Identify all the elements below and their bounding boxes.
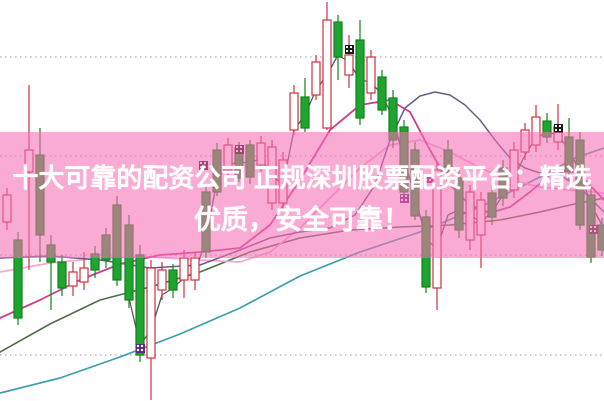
event-marker-dot bbox=[240, 146, 242, 148]
candle-body-up bbox=[366, 56, 376, 94]
candle-body-up bbox=[256, 142, 266, 166]
candle-body-down bbox=[564, 136, 574, 173]
event-marker-dot bbox=[590, 230, 592, 232]
candle-body-down bbox=[168, 269, 178, 291]
event-marker-dot bbox=[204, 166, 206, 168]
event-marker-dot bbox=[200, 162, 202, 164]
event-marker-dot bbox=[405, 199, 407, 201]
candle-body-down bbox=[454, 177, 464, 231]
candle-body-up bbox=[267, 146, 277, 204]
candle-body-up bbox=[322, 19, 332, 129]
candle-body-up bbox=[432, 169, 442, 289]
candle-body-down bbox=[46, 244, 56, 263]
candle-body-up bbox=[2, 194, 12, 223]
event-marker-dot bbox=[405, 195, 407, 197]
candle-body-down bbox=[101, 234, 111, 261]
candle-body-down bbox=[212, 149, 222, 193]
event-marker-dot bbox=[559, 125, 561, 127]
candle-body-down bbox=[57, 261, 67, 289]
candle-body-down bbox=[355, 39, 365, 119]
event-marker-dot bbox=[346, 46, 348, 48]
candle-body-up bbox=[344, 54, 354, 76]
event-marker-dot bbox=[594, 230, 596, 232]
candle-body-down bbox=[421, 216, 431, 288]
event-marker-dot bbox=[141, 349, 143, 351]
event-marker-dot bbox=[594, 226, 596, 228]
event-marker-dot bbox=[425, 179, 427, 181]
event-marker-dot bbox=[401, 199, 403, 201]
event-marker-dot bbox=[236, 146, 238, 148]
event-marker-dot bbox=[555, 125, 557, 127]
event-marker-dot bbox=[425, 175, 427, 177]
event-marker bbox=[554, 124, 563, 133]
candle-body-up bbox=[146, 267, 156, 359]
candle-body-up bbox=[520, 129, 530, 153]
event-marker-dot bbox=[429, 179, 431, 181]
event-marker-dot bbox=[204, 162, 206, 164]
candle-body-down bbox=[597, 224, 604, 251]
candle-body-up bbox=[509, 149, 519, 191]
event-marker-dot bbox=[240, 150, 242, 152]
event-marker-dot bbox=[236, 150, 238, 152]
event-marker-dot bbox=[590, 226, 592, 228]
candle-body-up bbox=[476, 199, 486, 236]
candle-body-up bbox=[190, 257, 200, 281]
candle-body-up bbox=[223, 144, 233, 171]
event-marker bbox=[136, 344, 145, 353]
ma-line-magenta bbox=[0, 99, 604, 319]
candle-body-down bbox=[443, 149, 453, 173]
candle-body-up bbox=[68, 271, 78, 287]
event-marker-dot bbox=[137, 345, 139, 347]
event-marker-dot bbox=[141, 345, 143, 347]
event-marker-dot bbox=[346, 50, 348, 52]
candle-body-down bbox=[410, 149, 420, 217]
candle-body-up bbox=[24, 149, 34, 173]
event-marker-dot bbox=[350, 50, 352, 52]
event-marker-dot bbox=[555, 129, 557, 131]
candle-body-down bbox=[124, 224, 134, 301]
candle-body-up bbox=[465, 191, 475, 241]
candle-body-down bbox=[300, 96, 310, 129]
candle-body-down bbox=[13, 239, 23, 319]
candle-body-down bbox=[35, 154, 45, 236]
candle-body-down bbox=[498, 167, 508, 199]
candle-body-down bbox=[135, 254, 145, 356]
event-marker-dot bbox=[350, 46, 352, 48]
candle-body-down bbox=[487, 192, 497, 218]
candle-body-down bbox=[201, 191, 211, 253]
candle-body-down bbox=[112, 204, 122, 281]
event-marker-dot bbox=[429, 175, 431, 177]
event-marker-dot bbox=[137, 349, 139, 351]
candle-body-down bbox=[399, 126, 409, 193]
candle-body-down bbox=[388, 97, 398, 141]
candle-body-down bbox=[542, 120, 552, 138]
candle-body-up bbox=[179, 257, 189, 281]
event-marker-dot bbox=[200, 166, 202, 168]
candle-body-up bbox=[79, 267, 89, 283]
candle-body-up bbox=[157, 269, 167, 291]
candle-body-down bbox=[377, 76, 387, 111]
candle-body-up bbox=[311, 61, 321, 96]
event-marker-dot bbox=[559, 129, 561, 131]
event-marker bbox=[345, 45, 354, 54]
candle-body-up bbox=[531, 116, 541, 146]
candle-body-up bbox=[289, 92, 299, 131]
candle-body-down bbox=[245, 144, 255, 178]
candle-body-up bbox=[278, 159, 288, 204]
candle-body-down bbox=[90, 253, 100, 271]
candle-body-down bbox=[333, 21, 343, 58]
event-marker-dot bbox=[401, 195, 403, 197]
candle-body-down bbox=[575, 139, 585, 226]
